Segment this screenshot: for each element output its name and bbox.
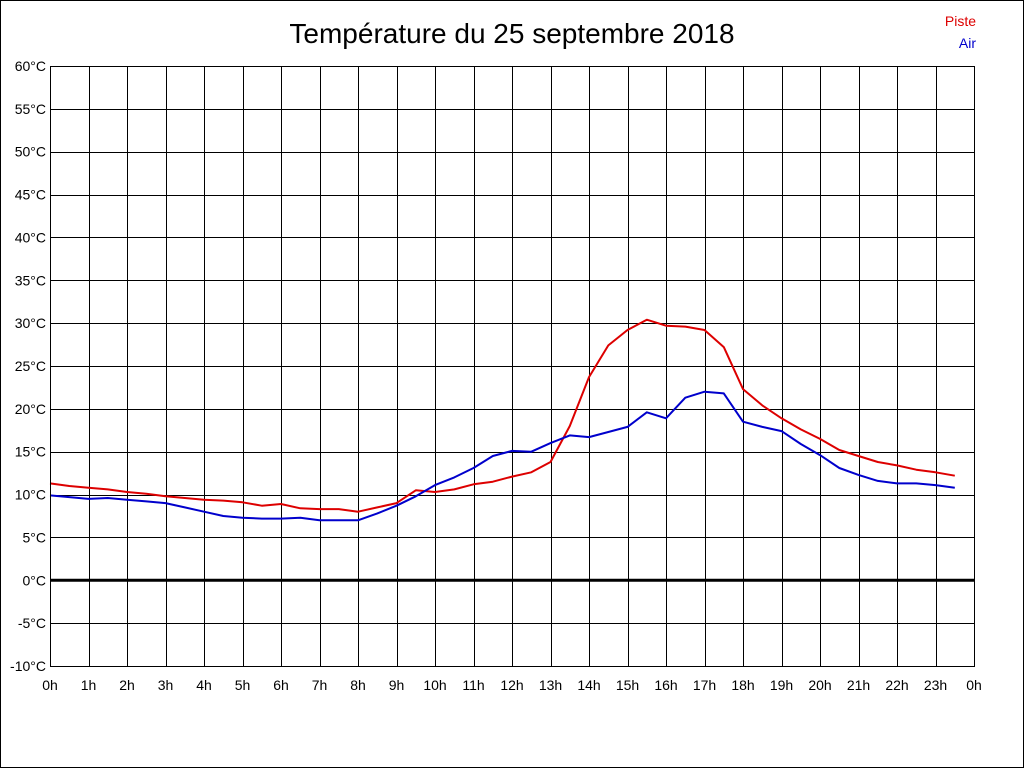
series-line-air [49, 390, 955, 522]
x-tick-label: 2h [119, 677, 135, 693]
grid-lines [50, 66, 975, 667]
x-tick-label: 20h [808, 677, 831, 693]
series-lines [49, 318, 955, 522]
y-tick-label: 60°C [15, 58, 46, 74]
x-tick-label: 1h [81, 677, 97, 693]
x-tick-label: 10h [423, 677, 446, 693]
x-tick-label: 15h [616, 677, 639, 693]
y-tick-labels: 60°C 55°C 50°C 45°C 40°C 35°C 30°C 25°C 20°C 15°C… [10, 58, 46, 674]
x-tick-label: 17h [693, 677, 716, 693]
x-tick-label: 18h [731, 677, 754, 693]
y-tick-label: -10°C [10, 658, 46, 674]
x-tick-label: 4h [196, 677, 212, 693]
x-tick-label: 0h [42, 677, 58, 693]
x-tick-label: 22h [885, 677, 908, 693]
y-tick-label: 0°C [23, 572, 47, 588]
y-tick-label: 15°C [15, 444, 46, 460]
x-tick-label: 7h [312, 677, 328, 693]
y-tick-label: 20°C [15, 401, 46, 417]
y-tick-label: 55°C [15, 101, 46, 117]
x-tick-label: 9h [389, 677, 405, 693]
y-tick-label: 50°C [15, 144, 46, 160]
y-tick-label: 35°C [15, 272, 46, 288]
x-tick-label: 23h [924, 677, 947, 693]
x-tick-label: 6h [273, 677, 289, 693]
y-tick-label: -5°C [18, 615, 46, 631]
series-line-piste [49, 318, 955, 513]
legend-piste: Piste [944, 13, 976, 29]
y-tick-label: 40°C [15, 229, 46, 245]
x-tick-label: 16h [654, 677, 677, 693]
legend-air: Air [958, 35, 976, 51]
y-tick-label: 10°C [15, 487, 46, 503]
x-tick-label: 21h [847, 677, 870, 693]
x-tick-label: 11h [462, 677, 484, 693]
x-tick-label: 14h [577, 677, 600, 693]
x-tick-label: 0h [966, 677, 982, 693]
x-tick-label: 13h [539, 677, 562, 693]
x-tick-label: 12h [500, 677, 523, 693]
x-tick-label: 5h [235, 677, 251, 693]
x-tick-label: 3h [158, 677, 174, 693]
x-tick-label: 8h [350, 677, 366, 693]
chart-title: Température du 25 septembre 2018 [289, 18, 735, 49]
y-tick-label: 45°C [15, 187, 46, 203]
y-tick-label: 30°C [15, 315, 46, 331]
y-tick-label: 5°C [23, 529, 47, 545]
plot-border [50, 66, 975, 667]
x-tick-labels: 0h 1h 2h 3h 4h 5h 6h 7h 8h 9h 10h 11h 12h 13h 14h 15h 16… [42, 677, 982, 693]
y-tick-label: 25°C [15, 358, 46, 374]
x-tick-label: 19h [770, 677, 793, 693]
